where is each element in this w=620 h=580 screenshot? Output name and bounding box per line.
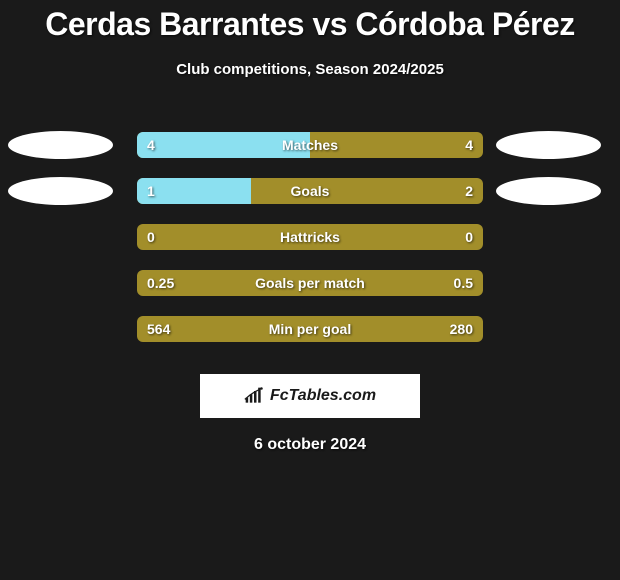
stat-bar-fill [137,178,251,204]
stat-bar: 1Goals2 [137,178,483,204]
logo-box: FcTables.com [200,374,420,418]
stat-bar: 0Hattricks0 [137,224,483,250]
right-photo-placeholder [496,131,601,159]
stat-row: 1Goals2 [0,168,620,214]
stat-label: Goals per match [137,270,483,296]
left-photo-placeholder [8,131,113,159]
stat-value-right: 4 [465,132,473,158]
page-title: Cerdas Barrantes vs Córdoba Pérez [0,0,620,43]
comparison-chart: 4Matches4 1Goals2 0Hattricks0 0.25Goals per… [0,122,620,352]
stat-value-right: 280 [450,316,473,342]
stat-value-left: 0.25 [147,270,174,296]
stat-bar: 564Min per goal280 [137,316,483,342]
stat-label: Hattricks [137,224,483,250]
stat-label: Min per goal [137,316,483,342]
stat-value-left: 564 [147,316,170,342]
stat-row: 0Hattricks0 [0,214,620,260]
stat-bar: 0.25Goals per match0.5 [137,270,483,296]
stat-value-right: 2 [465,178,473,204]
subtitle: Club competitions, Season 2024/2025 [0,61,620,78]
stat-value-right: 0.5 [454,270,473,296]
chart-icon [244,387,264,405]
left-photo-placeholder [8,177,113,205]
stat-value-right: 0 [465,224,473,250]
stat-bar-fill [137,132,310,158]
stat-row: 564Min per goal280 [0,306,620,352]
stat-row: 4Matches4 [0,122,620,168]
stat-bar: 4Matches4 [137,132,483,158]
stat-row: 0.25Goals per match0.5 [0,260,620,306]
stat-value-left: 0 [147,224,155,250]
date-text: 6 october 2024 [0,436,620,454]
logo-text: FcTables.com [270,387,376,405]
right-photo-placeholder [496,177,601,205]
